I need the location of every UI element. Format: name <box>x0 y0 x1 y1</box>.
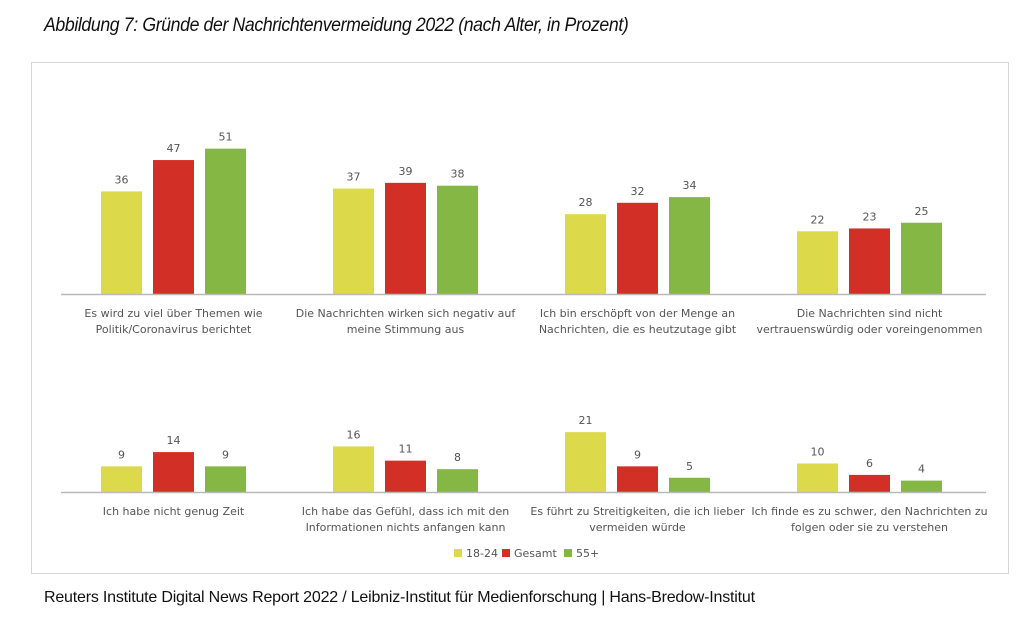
category-label: folgen oder sie zu verstehen <box>791 521 948 534</box>
data-label: 14 <box>167 434 181 447</box>
bar-gesamt-cat4 <box>153 452 194 492</box>
legend-swatch <box>564 549 572 557</box>
bar-chart: 36 47 51 Es wird zu viel über Themen wie Pol… <box>61 131 988 560</box>
legend-label: 55+ <box>576 547 599 560</box>
bar-55--cat1 <box>437 185 478 294</box>
bar-gesamt-cat7 <box>849 474 890 492</box>
category-label: meine Stimmung aus <box>347 323 465 336</box>
data-label: 38 <box>451 168 465 181</box>
category-label: Informationen nichts anfangen kann <box>306 521 506 534</box>
bar-18-24-cat0 <box>101 191 142 294</box>
legend-label: Gesamt <box>514 547 557 560</box>
category-label: Die Nachrichten wirken sich negativ auf <box>296 307 517 320</box>
bar-55--cat0 <box>205 148 246 294</box>
data-label: 9 <box>634 448 641 461</box>
bar-55--cat2 <box>669 197 710 294</box>
data-label: 10 <box>811 446 825 459</box>
bar-gesamt-cat0 <box>153 160 194 294</box>
data-label: 51 <box>219 131 233 144</box>
bar-gesamt-cat2 <box>617 202 658 294</box>
legend-label: 18-24 <box>466 547 498 560</box>
bar-18-24-cat5 <box>333 446 374 492</box>
data-label: 8 <box>454 451 461 464</box>
category-label: Ich bin erschöpft von der Menge an <box>540 307 735 320</box>
bar-18-24-cat4 <box>101 466 142 492</box>
bar-18-24-cat6 <box>565 432 606 492</box>
data-label: 5 <box>686 460 693 473</box>
bar-gesamt-cat5 <box>385 460 426 492</box>
bar-55--cat3 <box>901 222 942 294</box>
data-label: 32 <box>631 185 645 198</box>
category-label: Politik/Coronavirus berichtet <box>96 323 252 336</box>
data-label: 47 <box>167 142 181 155</box>
bar-gesamt-cat6 <box>617 466 658 492</box>
data-label: 37 <box>347 171 361 184</box>
chart-frame: 36 47 51 Es wird zu viel über Themen wie Pol… <box>31 62 1009 574</box>
data-label: 34 <box>683 179 697 192</box>
data-label: 9 <box>118 448 125 461</box>
data-label: 36 <box>115 173 129 186</box>
bar-55--cat6 <box>669 477 710 492</box>
category-label: Ich habe nicht genug Zeit <box>103 505 245 518</box>
data-label: 4 <box>918 463 925 476</box>
bar-18-24-cat1 <box>333 188 374 294</box>
category-label: Die Nachrichten sind nicht <box>797 307 943 320</box>
bar-55--cat7 <box>901 480 942 492</box>
data-label: 39 <box>399 165 413 178</box>
legend-swatch <box>502 549 510 557</box>
bar-55--cat5 <box>437 469 478 492</box>
data-label: 25 <box>915 205 929 218</box>
category-label: Nachrichten, die es heutzutage gibt <box>539 323 737 336</box>
bar-gesamt-cat3 <box>849 228 890 294</box>
data-label: 11 <box>399 443 413 456</box>
category-label: Es wird zu viel über Themen wie <box>84 307 262 320</box>
data-label: 23 <box>863 210 877 223</box>
category-label: vertrauenswürdig oder voreingenommen <box>756 323 982 336</box>
legend-swatch <box>454 549 462 557</box>
category-label: vermeiden würde <box>589 521 686 534</box>
data-label: 28 <box>579 196 593 209</box>
category-label: Ich finde es zu schwer, den Nachrichten … <box>751 505 987 518</box>
bar-18-24-cat3 <box>797 231 838 294</box>
category-label: Es führt zu Streitigkeiten, die ich lieb… <box>530 505 745 518</box>
bar-18-24-cat2 <box>565 214 606 294</box>
bar-18-24-cat7 <box>797 463 838 492</box>
data-label: 6 <box>866 457 873 470</box>
data-label: 21 <box>579 414 593 427</box>
data-label: 22 <box>811 213 825 226</box>
bar-55--cat4 <box>205 466 246 492</box>
source-note: Reuters Institute Digital News Report 20… <box>44 589 755 606</box>
category-label: Ich habe das Gefühl, dass ich mit den <box>302 505 509 518</box>
bar-gesamt-cat1 <box>385 182 426 294</box>
chart-title: Abbildung 7: Gründe der Nachrichtenverme… <box>44 15 629 36</box>
data-label: 16 <box>347 428 361 441</box>
data-label: 9 <box>222 448 229 461</box>
